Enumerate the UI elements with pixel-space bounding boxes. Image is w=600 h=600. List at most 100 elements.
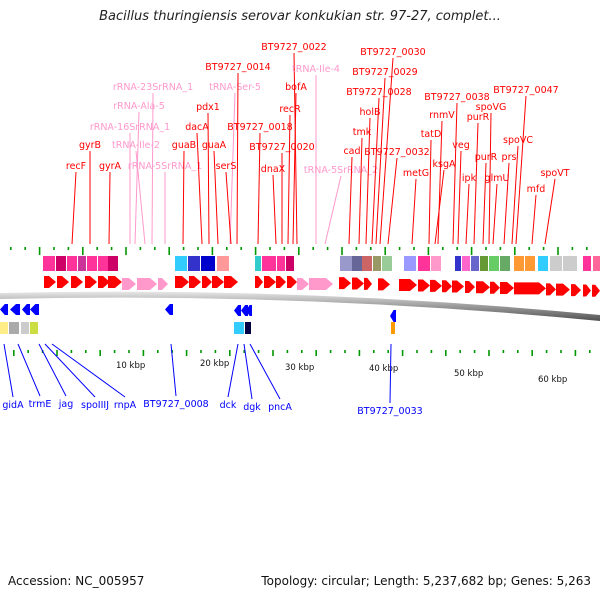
forward-strand-features — [44, 276, 600, 297]
gene-label: BT9727_0022 — [261, 42, 326, 53]
gene-label: BT9727_0033 — [357, 406, 422, 417]
label-leader — [44, 343, 96, 398]
label-leader — [434, 169, 445, 245]
minor-tick-bottom — [301, 350, 303, 353]
label-leader — [38, 343, 67, 397]
gene-label: rRNA-23SrRNA_1 — [113, 82, 193, 93]
label-leader — [531, 194, 537, 245]
minor-tick-bottom — [430, 350, 433, 353]
minor-tick-top — [542, 247, 545, 250]
label-leader — [371, 97, 380, 245]
gene-arrow — [399, 278, 417, 291]
label-leader — [515, 95, 527, 245]
gene-label: veg — [452, 140, 470, 151]
cog-block — [593, 256, 600, 271]
label-leader — [465, 183, 470, 245]
minor-tick-bottom — [13, 350, 15, 356]
gene-arrow — [571, 284, 581, 297]
label-leader — [134, 111, 140, 245]
label-leader — [293, 52, 298, 245]
gene-label: tatD — [421, 129, 442, 140]
cog-block — [217, 256, 229, 271]
gene-label: ipk — [462, 173, 477, 184]
minor-tick-bottom — [128, 350, 130, 353]
cog-block — [391, 322, 395, 334]
minor-tick-top — [586, 247, 588, 250]
minor-tick-top — [384, 247, 386, 255]
label-leader — [544, 178, 556, 245]
scale-tick-label: 40 kbp — [369, 364, 398, 374]
label-leader — [389, 343, 392, 404]
gene-label: BT9727_0038 — [424, 92, 489, 103]
top-gene-labels: recF gyrB gyrA rRNA-16SrRNA_1 rRNA-Ala-5 rRNA… — [66, 42, 570, 245]
label-leader — [249, 343, 281, 400]
gene-label: BT9727_0029 — [352, 67, 417, 78]
gene-arrow — [202, 276, 212, 288]
gene-arrow — [465, 280, 475, 293]
cog-block — [455, 256, 461, 271]
gene-label: gyrB — [79, 140, 101, 151]
gene-label: purR — [467, 112, 490, 123]
minor-tick-top — [53, 247, 55, 250]
minor-tick-bottom — [574, 350, 577, 356]
gene-label: recF — [66, 161, 86, 172]
gene-arrow — [297, 278, 309, 290]
gene-label: bofA — [285, 82, 307, 93]
minor-tick-bottom — [113, 350, 116, 353]
gene-label: gidA — [2, 400, 24, 411]
scale-tick-label: 20 kbp — [200, 359, 229, 369]
label-leader — [488, 112, 492, 245]
gene-label: glmU — [485, 173, 510, 184]
gene-label: holB — [360, 107, 381, 118]
minor-tick-bottom — [142, 350, 145, 356]
minor-tick-top — [96, 247, 98, 250]
gene-arrow — [189, 276, 201, 288]
minor-tick-top — [427, 247, 430, 255]
minor-tick-top — [254, 247, 257, 255]
cog-block — [373, 256, 381, 271]
minor-ticks — [10, 247, 591, 356]
gene-label: BT9727_0028 — [346, 87, 411, 98]
gene-label: serS — [216, 161, 237, 172]
minor-tick-bottom — [517, 350, 519, 353]
minor-tick-top — [298, 247, 300, 255]
label-leader — [236, 72, 239, 245]
minor-tick-top — [82, 247, 84, 255]
gene-label: BT9727_0014 — [205, 62, 270, 73]
label-leader — [272, 174, 277, 245]
label-leader — [213, 150, 219, 245]
gene-arrow — [339, 277, 351, 290]
cog-block — [489, 256, 499, 271]
gene-arrow — [30, 304, 39, 315]
label-leader — [287, 114, 291, 245]
gene-arrow — [57, 276, 69, 288]
gene-label: pncA — [268, 402, 292, 413]
label-leader — [51, 343, 126, 398]
minor-tick-bottom — [416, 350, 418, 353]
minor-tick-bottom — [401, 350, 404, 356]
gene-label: rnpA — [114, 400, 137, 411]
cog-block — [583, 256, 591, 271]
gene-arrow — [390, 310, 396, 322]
minor-tick-bottom — [560, 350, 562, 353]
gene-label: ksgA — [433, 159, 456, 170]
cog-block — [418, 256, 430, 271]
gene-arrow — [22, 304, 30, 315]
cog-block — [340, 256, 352, 271]
scale-tick-label: 10 kbp — [116, 361, 145, 371]
minor-tick-top — [456, 247, 458, 250]
cog-color-blocks — [0, 256, 600, 334]
scale-tick-label: 60 kbp — [538, 375, 567, 385]
minor-tick-top — [398, 247, 401, 250]
label-leader — [207, 112, 210, 245]
gene-label: recR — [279, 104, 301, 115]
gene-arrow — [514, 282, 546, 295]
cog-block — [78, 256, 86, 271]
gene-arrow — [352, 277, 364, 290]
gene-arrow — [490, 281, 500, 294]
gene-arrow — [452, 280, 464, 293]
cog-block — [56, 256, 66, 271]
minor-tick-bottom — [286, 350, 289, 353]
minor-tick-top — [355, 247, 358, 250]
